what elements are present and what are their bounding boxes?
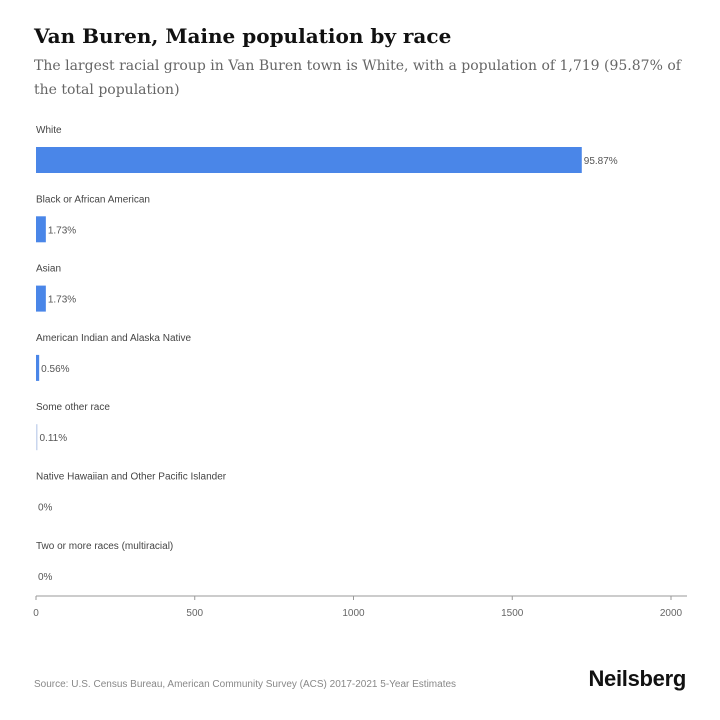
x-tick-label: 500 bbox=[186, 608, 203, 619]
bar bbox=[36, 216, 46, 243]
category-label: Two or more races (multiracial) bbox=[36, 541, 173, 552]
x-tick-label: 2000 bbox=[660, 608, 683, 619]
category-label: Native Hawaiian and Other Pacific Island… bbox=[36, 472, 227, 483]
data-label: 1.73% bbox=[48, 295, 76, 306]
data-label: 0.56% bbox=[41, 364, 69, 375]
x-tick-label: 1500 bbox=[501, 608, 524, 619]
brand-logo: Neilsberg bbox=[588, 666, 686, 691]
category-label: Black or African American bbox=[36, 194, 150, 205]
bar bbox=[36, 147, 582, 173]
data-label: 0% bbox=[38, 503, 53, 514]
chart-subtitle: The largest racial group in Van Buren to… bbox=[34, 58, 681, 98]
data-label: 1.73% bbox=[48, 225, 76, 236]
data-label: 0% bbox=[38, 572, 53, 583]
chart-title: Van Buren, Maine population by race bbox=[34, 24, 452, 48]
category-label: Asian bbox=[36, 264, 61, 275]
data-label: 0.11% bbox=[40, 433, 68, 444]
category-label: White bbox=[36, 125, 62, 136]
category-label: American Indian and Alaska Native bbox=[36, 333, 192, 344]
bar bbox=[36, 354, 40, 381]
x-tick-label: 0 bbox=[33, 608, 39, 619]
data-label: 95.87% bbox=[584, 156, 618, 167]
bar bbox=[36, 424, 38, 451]
source-note: Source: U.S. Census Bureau, American Com… bbox=[34, 679, 457, 690]
x-tick-label: 1000 bbox=[342, 608, 365, 619]
category-label: Some other race bbox=[36, 402, 110, 413]
bar bbox=[36, 285, 46, 312]
